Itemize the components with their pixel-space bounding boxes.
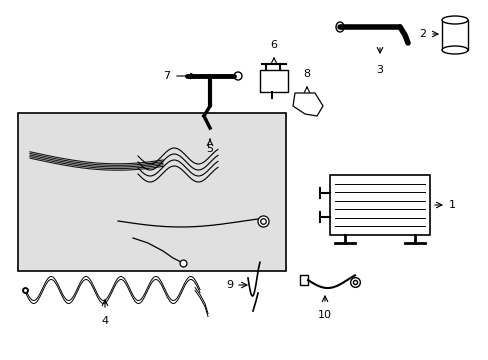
Ellipse shape	[441, 46, 467, 54]
Text: 3: 3	[376, 65, 383, 75]
Text: 2: 2	[418, 29, 425, 39]
Bar	[260, 70, 287, 92]
Bar	[441, 20, 467, 50]
Text: 1: 1	[448, 200, 455, 210]
Ellipse shape	[441, 16, 467, 24]
Text: 6: 6	[270, 40, 277, 50]
Text: 5: 5	[206, 144, 213, 154]
Text: 8: 8	[303, 69, 310, 79]
Polygon shape	[292, 93, 323, 116]
Bar	[299, 275, 307, 285]
Text: 7: 7	[163, 71, 170, 81]
Ellipse shape	[335, 22, 343, 32]
Circle shape	[234, 72, 242, 80]
Bar	[18, 113, 285, 271]
Text: 4: 4	[101, 316, 108, 326]
Bar	[329, 175, 429, 235]
Text: 9: 9	[225, 280, 232, 290]
Text: 10: 10	[317, 310, 331, 320]
